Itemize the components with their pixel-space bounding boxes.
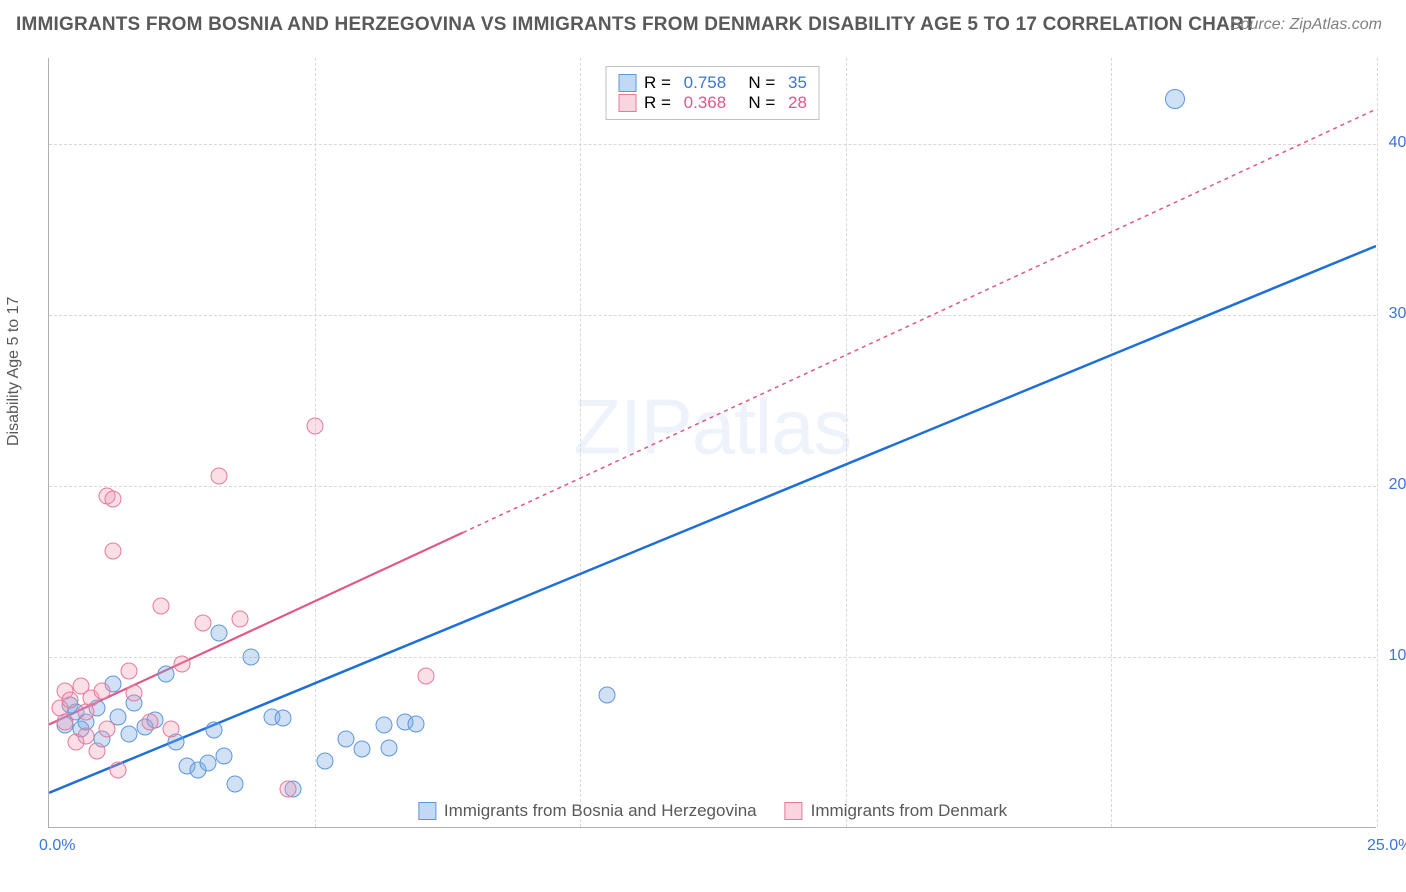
source-label: Source: ZipAtlas.com bbox=[1230, 16, 1382, 34]
scatter-point bbox=[110, 761, 127, 778]
scatter-point bbox=[195, 614, 212, 631]
legend-item: Immigrants from Denmark bbox=[785, 801, 1007, 821]
scatter-point bbox=[200, 754, 217, 771]
legend-label: Immigrants from Denmark bbox=[811, 801, 1007, 821]
stats-r-label: R = bbox=[644, 93, 676, 113]
gridline-v bbox=[1377, 58, 1378, 827]
scatter-point bbox=[120, 725, 137, 742]
scatter-point bbox=[338, 731, 355, 748]
x-tick-label: 0.0% bbox=[39, 837, 75, 855]
chart-container: IMMIGRANTS FROM BOSNIA AND HERZEGOVINA V… bbox=[0, 0, 1406, 892]
scatter-point bbox=[1165, 89, 1185, 109]
scatter-point bbox=[280, 780, 297, 797]
scatter-point bbox=[78, 727, 95, 744]
scatter-point bbox=[99, 720, 116, 737]
stats-r-value-1: 0.758 bbox=[684, 73, 727, 93]
scatter-point bbox=[125, 684, 142, 701]
legend-label: Immigrants from Bosnia and Herzegovina bbox=[444, 801, 757, 821]
gridline-h bbox=[49, 144, 1376, 145]
legend-item: Immigrants from Bosnia and Herzegovina bbox=[418, 801, 757, 821]
scatter-point bbox=[232, 611, 249, 628]
gridline-h bbox=[49, 486, 1376, 487]
stats-row-series2: R = 0.368 N = 28 bbox=[618, 93, 807, 113]
stats-n-value-1: 35 bbox=[788, 73, 807, 93]
swatch-blue-icon bbox=[618, 74, 636, 92]
scatter-point bbox=[216, 748, 233, 765]
y-axis-label: Disability Age 5 to 17 bbox=[5, 297, 23, 446]
scatter-point bbox=[375, 717, 392, 734]
y-tick-label: 30.0% bbox=[1389, 305, 1406, 323]
scatter-point bbox=[306, 417, 323, 434]
stats-r-value-2: 0.368 bbox=[684, 93, 727, 113]
scatter-point bbox=[380, 739, 397, 756]
x-tick-label: 25.0% bbox=[1367, 837, 1406, 855]
stats-row-series1: R = 0.758 N = 35 bbox=[618, 73, 807, 93]
stats-n-label: N = bbox=[734, 73, 780, 93]
scatter-point bbox=[104, 542, 121, 559]
legend-bottom: Immigrants from Bosnia and Herzegovina Im… bbox=[418, 801, 1007, 821]
scatter-point bbox=[56, 713, 73, 730]
gridline-v bbox=[315, 58, 316, 827]
scatter-point bbox=[210, 624, 227, 641]
legend-swatch-icon bbox=[785, 802, 803, 820]
scatter-point bbox=[274, 710, 291, 727]
scatter-point bbox=[226, 775, 243, 792]
scatter-point bbox=[157, 666, 174, 683]
scatter-point bbox=[120, 662, 137, 679]
scatter-point bbox=[210, 467, 227, 484]
scatter-point bbox=[598, 686, 615, 703]
scatter-point bbox=[407, 715, 424, 732]
scatter-point bbox=[205, 722, 222, 739]
chart-title: IMMIGRANTS FROM BOSNIA AND HERZEGOVINA V… bbox=[16, 14, 1256, 36]
scatter-point bbox=[152, 597, 169, 614]
scatter-point bbox=[354, 741, 371, 758]
scatter-point bbox=[173, 655, 190, 672]
gridline-v bbox=[846, 58, 847, 827]
plot-area: ZIPatlas R = 0.758 N = 35 R = 0.368 N = … bbox=[48, 58, 1376, 828]
scatter-point bbox=[141, 713, 158, 730]
scatter-point bbox=[242, 648, 259, 665]
stats-n-value-2: 28 bbox=[788, 93, 807, 113]
watermark-text: ZIPatlas bbox=[573, 382, 851, 473]
scatter-point bbox=[163, 720, 180, 737]
stats-n-label: N = bbox=[734, 93, 780, 113]
trend-lines bbox=[49, 58, 1376, 827]
scatter-point bbox=[317, 753, 334, 770]
y-tick-label: 40.0% bbox=[1389, 134, 1406, 152]
gridline-h bbox=[49, 315, 1376, 316]
legend-swatch-icon bbox=[418, 802, 436, 820]
swatch-pink-icon bbox=[618, 94, 636, 112]
stats-r-label: R = bbox=[644, 73, 676, 93]
scatter-point bbox=[88, 743, 105, 760]
gridline-v bbox=[580, 58, 581, 827]
gridline-v bbox=[1111, 58, 1112, 827]
scatter-point bbox=[104, 491, 121, 508]
stats-box: R = 0.758 N = 35 R = 0.368 N = 28 bbox=[605, 66, 820, 120]
y-tick-label: 20.0% bbox=[1389, 476, 1406, 494]
y-tick-label: 10.0% bbox=[1389, 647, 1406, 665]
scatter-point bbox=[94, 683, 111, 700]
scatter-point bbox=[62, 691, 79, 708]
scatter-point bbox=[418, 667, 435, 684]
